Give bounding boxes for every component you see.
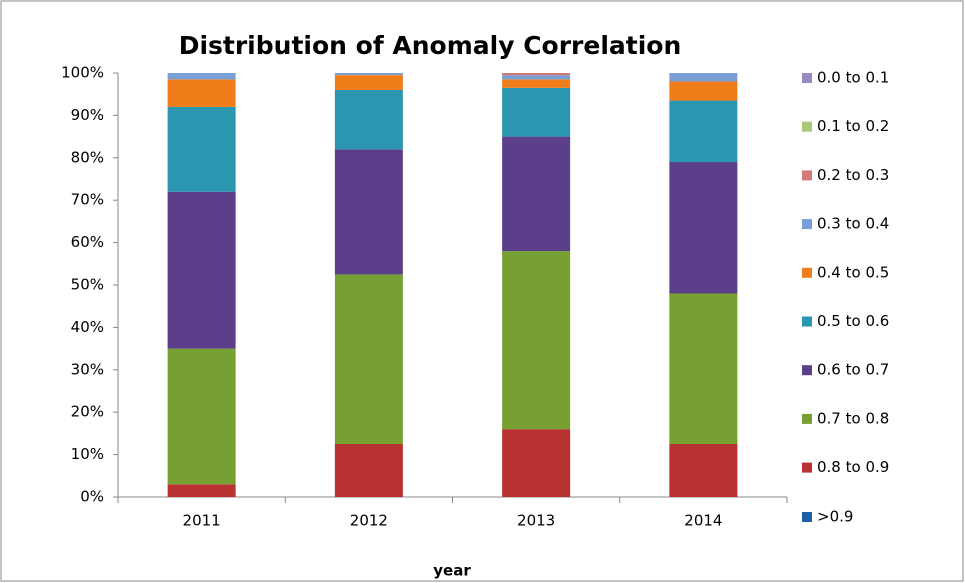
y-tick-label: 50% <box>71 276 104 294</box>
legend-swatch <box>802 267 812 278</box>
legend-label: 0.4 to 0.5 <box>817 263 889 281</box>
x-tick-label: 2011 <box>183 512 221 530</box>
y-tick-label: 100% <box>61 64 104 82</box>
legend-label: 0.8 to 0.9 <box>817 458 889 476</box>
legend-label: 0.0 to 0.1 <box>817 69 889 87</box>
bar-segment <box>669 444 738 497</box>
bar-segment <box>502 136 571 252</box>
legend-label: 0.7 to 0.8 <box>817 409 889 427</box>
y-tick-label: 90% <box>71 106 104 124</box>
bar-segment <box>167 79 236 107</box>
bar-segment <box>167 191 236 349</box>
x-tick-label: 2012 <box>350 512 388 530</box>
bar-segment <box>502 87 571 137</box>
bar-segment <box>669 100 738 163</box>
y-tick-label: 80% <box>71 148 104 166</box>
legend-swatch <box>802 462 812 473</box>
legend-swatch <box>802 365 812 376</box>
x-tick-label: 2014 <box>684 512 722 530</box>
bar-segment <box>669 162 738 294</box>
legend-label: 0.3 to 0.4 <box>817 215 889 233</box>
legend-swatch <box>802 170 812 181</box>
legend-swatch <box>802 413 812 424</box>
y-tick-label: 30% <box>71 360 104 378</box>
bar-segment <box>502 73 571 76</box>
bar-segment <box>334 149 403 275</box>
bar-segment <box>334 89 403 150</box>
bar-segment <box>167 348 236 485</box>
bar-segment <box>167 73 236 80</box>
legend-label: 0.5 to 0.6 <box>817 312 889 330</box>
bar-segment <box>334 73 403 76</box>
bar-segment <box>502 251 571 430</box>
bar-segment <box>334 444 403 497</box>
legend-swatch <box>802 316 812 327</box>
bar-segment <box>669 293 738 444</box>
legend-swatch <box>802 219 812 230</box>
x-axis-label: year <box>433 562 471 580</box>
legend-swatch <box>802 512 812 522</box>
bar-segment <box>669 81 738 101</box>
y-tick-label: 20% <box>71 403 104 421</box>
legend-label: 0.2 to 0.3 <box>817 166 889 184</box>
legend-swatch <box>802 121 812 132</box>
bar-segment <box>669 73 738 82</box>
y-tick-label: 70% <box>71 191 104 209</box>
x-tick-label: 2013 <box>517 512 555 530</box>
y-tick-label: 40% <box>71 318 104 336</box>
bar-segment <box>167 484 236 497</box>
legend-label: >0.9 <box>817 508 853 526</box>
bar-segment <box>334 75 403 90</box>
y-tick-label: 10% <box>71 445 104 463</box>
legend-label: 0.1 to 0.2 <box>817 117 889 135</box>
bar-segment <box>167 106 236 192</box>
bar-segment <box>502 75 571 80</box>
y-tick-label: 60% <box>71 233 104 251</box>
y-tick-label: 0% <box>80 488 104 506</box>
legend-label: 0.6 to 0.7 <box>817 361 889 379</box>
bar-segment <box>502 429 571 497</box>
legend-swatch <box>802 73 812 83</box>
bar-segment <box>334 274 403 444</box>
chart-title: Distribution of Anomaly Correlation <box>179 31 682 60</box>
bar-segment <box>502 79 571 88</box>
